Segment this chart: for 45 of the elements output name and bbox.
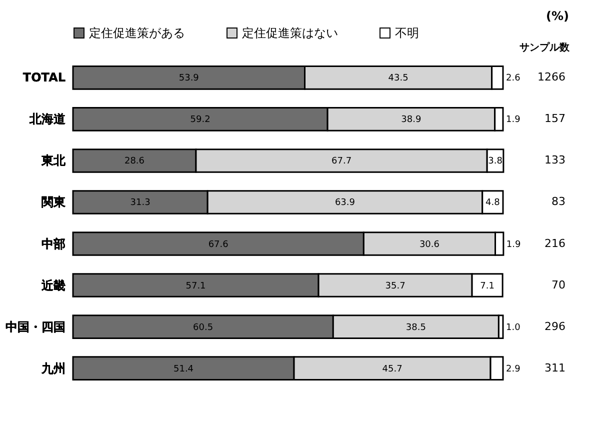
y-tick-label: 関東 xyxy=(42,195,66,210)
data-label: 59.2 xyxy=(190,115,210,126)
y2-tick-label: 311 xyxy=(544,361,566,374)
data-label: 60.5 xyxy=(193,322,214,333)
y-tick-label: 近畿 xyxy=(40,278,66,292)
data-label: 1.9 xyxy=(506,240,522,250)
y-tick-label: 中部 xyxy=(42,236,66,251)
y2-tick-label: 1266 xyxy=(538,70,566,84)
y2-axis-title: サンプル数 xyxy=(520,42,570,54)
data-label: 43.5 xyxy=(388,74,408,84)
legend-label: 定住促進策はない xyxy=(242,26,338,40)
data-label: 57.1 xyxy=(186,281,206,292)
data-label: 45.7 xyxy=(382,364,402,374)
y-tick-label: TOTAL xyxy=(22,70,66,85)
data-label: 38.5 xyxy=(406,322,426,333)
legend-label: 不明 xyxy=(395,26,419,40)
data-label: 1.0 xyxy=(506,322,521,333)
y2-tick-label: 133 xyxy=(544,154,566,167)
y2-tick-label: 83 xyxy=(552,195,566,208)
data-label: 63.9 xyxy=(334,198,356,208)
y2-tick-label: 70 xyxy=(552,278,566,292)
data-label: 67.7 xyxy=(332,156,352,167)
data-label: 3.8 xyxy=(488,156,503,167)
y2-tick-label: 216 xyxy=(544,236,566,250)
y-tick-label: 北海道 xyxy=(28,112,66,126)
y2-tick-label: 296 xyxy=(544,320,566,333)
data-label: 28.6 xyxy=(124,156,145,167)
y-tick-label: 九州 xyxy=(40,361,66,376)
data-label: 35.7 xyxy=(385,281,406,292)
data-label: 31.3 xyxy=(130,198,150,208)
y-tick-label: 東北 xyxy=(40,154,66,168)
y-tick-label: 中国・四国 xyxy=(6,320,66,334)
data-label: 51.4 xyxy=(173,364,194,374)
data-label: 4.8 xyxy=(486,198,500,208)
data-label: 38.9 xyxy=(401,115,422,126)
legend-label: 定住促進策がある xyxy=(89,26,185,40)
data-label: 53.9 xyxy=(178,74,200,84)
data-label: 2.9 xyxy=(506,364,521,374)
data-label: 1.9 xyxy=(506,115,521,126)
data-label: 2.6 xyxy=(506,74,521,84)
data-label: 30.6 xyxy=(419,240,440,250)
data-label: 7.1 xyxy=(480,281,494,292)
y2-tick-label: 157 xyxy=(544,112,566,126)
text: (%) xyxy=(546,9,569,23)
data-label: 67.6 xyxy=(208,240,229,250)
